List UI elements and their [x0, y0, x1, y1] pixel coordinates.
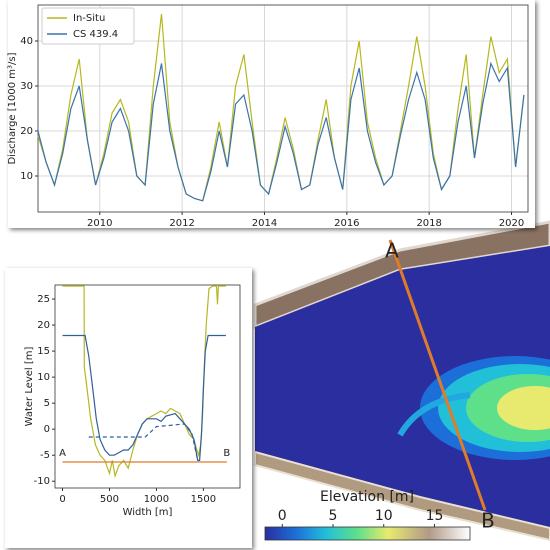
- x-tick-label: 2010: [87, 218, 112, 229]
- shoal: [397, 392, 471, 437]
- map-label: A: [385, 239, 399, 263]
- annotation: A: [59, 448, 66, 459]
- annotation: B: [223, 448, 230, 459]
- y-tick-label: 20: [37, 320, 50, 331]
- colorbar-tick-label: 5: [329, 508, 338, 524]
- colorbar: Elevation [m] 0 5 10 15: [264, 489, 471, 541]
- section-line: [388, 239, 487, 511]
- x-tick-label: 0: [59, 494, 65, 505]
- x-tick-label: 500: [100, 494, 119, 505]
- x-tick-label: 1000: [144, 494, 169, 505]
- y-tick-label: 40: [20, 36, 33, 47]
- x-axis-label: Width [m]: [123, 507, 173, 518]
- panel: [5, 268, 252, 548]
- y-tick-label: 10: [20, 171, 33, 182]
- colorbar-tick-label: 0: [278, 508, 287, 524]
- y-axis-label: Water Level [m]: [24, 346, 35, 426]
- y-tick-label: 25: [37, 294, 50, 305]
- legend: [41, 7, 135, 45]
- y-tick-label: 0: [44, 424, 50, 435]
- series-line: [88, 423, 199, 461]
- colorbar-label: Elevation [m]: [320, 489, 414, 505]
- y-tick-label: 5: [44, 398, 50, 409]
- series-line: [62, 334, 226, 461]
- x-tick-label: 1500: [191, 494, 216, 505]
- y-tick-label: 15: [37, 346, 50, 357]
- y-tick-label: 20: [20, 126, 33, 137]
- x-tick-label: 2012: [169, 218, 194, 229]
- colorbar-tick-label: 10: [375, 508, 393, 524]
- y-tick-label: 10: [37, 372, 50, 383]
- series-line: [62, 285, 226, 479]
- series-line: [37, 61, 525, 202]
- bank: [254, 450, 550, 542]
- x-tick-label: 2016: [334, 218, 359, 229]
- x-tick-label: 2014: [252, 218, 277, 229]
- y-axis-label: Discharge [1000 m³/s]: [7, 52, 18, 164]
- map: A B: [253, 220, 550, 542]
- plot-frame: [37, 4, 529, 213]
- plot-frame: [54, 284, 241, 489]
- colorbar-bar: [264, 526, 471, 541]
- y-tick-label: 30: [20, 81, 33, 92]
- legend-label: CS 439.4: [73, 29, 118, 40]
- x-tick-label: 2018: [416, 218, 441, 229]
- map-label: B: [481, 509, 495, 533]
- y-tick-label: -5: [40, 450, 50, 461]
- legend-label: In-Situ: [73, 13, 105, 24]
- river: [255, 246, 550, 535]
- y-tick-label: -10: [34, 476, 50, 487]
- colorbar-tick-label: 15: [426, 508, 444, 524]
- island: [497, 386, 550, 430]
- x-tick-label: 2020: [499, 218, 524, 229]
